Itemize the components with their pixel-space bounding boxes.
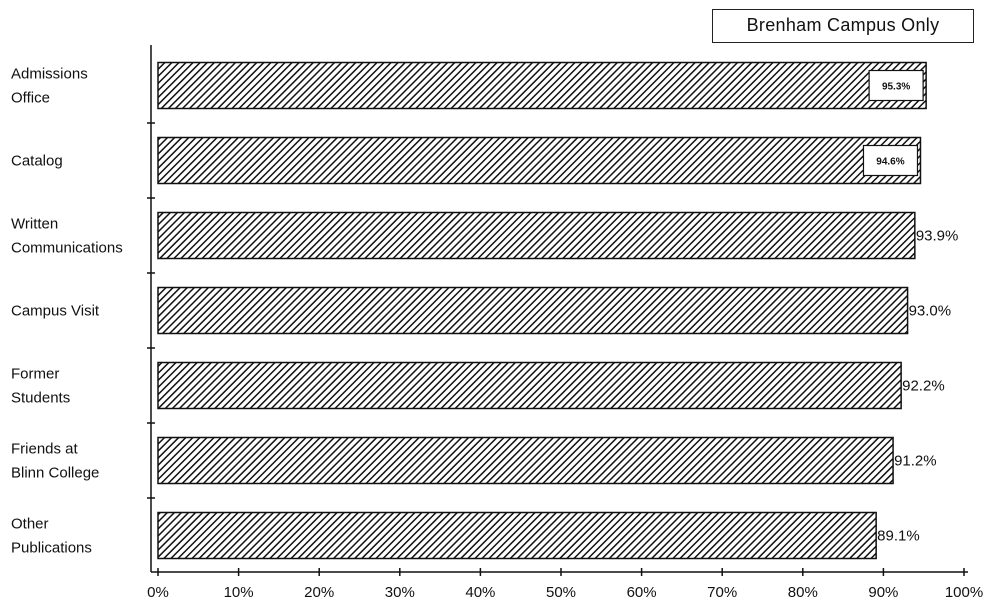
category-label: Catalog xyxy=(11,153,63,170)
category-label: Publications xyxy=(11,540,92,557)
category-label: Other xyxy=(11,516,49,533)
value-label-box xyxy=(868,69,924,102)
category-label: Office xyxy=(11,90,50,107)
x-tick-label: 40% xyxy=(465,584,495,601)
category-label: Friends at xyxy=(11,441,79,458)
value-label: 91.2% xyxy=(894,453,937,470)
x-tick-label: 100% xyxy=(945,584,983,601)
bar-4 xyxy=(157,361,902,410)
bar-2 xyxy=(157,211,916,260)
x-tick-label: 90% xyxy=(868,584,898,601)
legend-box: Brenham Campus Only xyxy=(712,9,974,43)
x-tick-label: 80% xyxy=(788,584,818,601)
value-label: 89.1% xyxy=(877,528,920,545)
value-label-box xyxy=(862,144,919,177)
bar-0 xyxy=(157,61,927,110)
category-label: Students xyxy=(11,390,70,407)
category-label: Former xyxy=(11,366,59,383)
category-label: Communications xyxy=(11,240,123,257)
category-label: Written xyxy=(11,216,58,233)
bar-5 xyxy=(157,436,894,485)
category-label: Admissions xyxy=(11,66,88,83)
bar-3 xyxy=(157,286,909,335)
x-tick-label: 0% xyxy=(147,584,169,601)
x-tick-label: 30% xyxy=(385,584,415,601)
category-label: Campus Visit xyxy=(11,303,100,320)
value-label: 93.9% xyxy=(916,228,959,245)
value-label: 92.2% xyxy=(902,378,945,395)
x-tick-label: 10% xyxy=(224,584,254,601)
legend-label: Brenham Campus Only xyxy=(746,15,940,35)
x-tick-label: 50% xyxy=(546,584,576,601)
x-tick-label: 60% xyxy=(627,584,657,601)
x-tick-label: 20% xyxy=(304,584,334,601)
value-label: 93.0% xyxy=(909,303,952,320)
bar-6 xyxy=(157,511,877,560)
bar-1 xyxy=(157,136,922,185)
x-tick-label: 70% xyxy=(707,584,737,601)
category-label: Blinn College xyxy=(11,465,99,482)
value-label: 95.3% xyxy=(882,82,910,93)
value-label: 94.6% xyxy=(876,157,904,168)
